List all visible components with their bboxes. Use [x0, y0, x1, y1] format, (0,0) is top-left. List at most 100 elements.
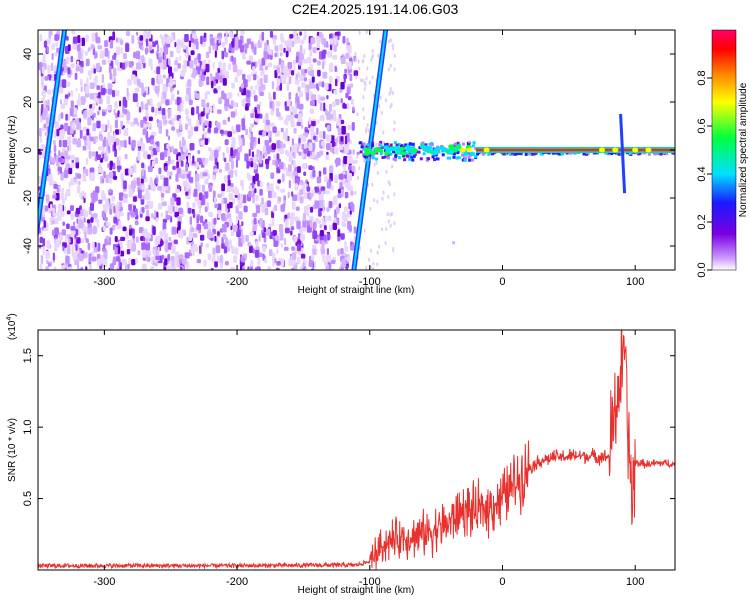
heatmap-noise-cell [321, 61, 325, 70]
heatmap-noise-cell [116, 165, 122, 170]
heatmap-noise-cell [42, 238, 46, 247]
heatmap-noise-cell [80, 78, 83, 87]
heatmap-signal-cell [363, 147, 370, 152]
heatmap-noise-cell [202, 157, 206, 163]
heatmap-noise-cell [294, 79, 300, 85]
heatmap-noise-cell [303, 148, 308, 154]
heatmap-noise-cell [354, 191, 357, 195]
heatmap-noise-cell [70, 63, 75, 69]
heatmap-noise-cell [118, 259, 121, 268]
heatmap-noise-cell [186, 87, 191, 94]
heatmap-signal-cell [385, 148, 392, 153]
heatmap-noise-cell [255, 205, 261, 214]
heatmap-noise-cell [204, 191, 209, 199]
heatmap-noise-cell [115, 46, 120, 56]
heatmap-noise-cell [167, 36, 172, 44]
heatmap-noise-cell [356, 154, 359, 159]
heatmap-noise-cell [362, 115, 365, 120]
heatmap-noise-cell [203, 259, 207, 267]
heatmap-noise-cell [329, 165, 334, 173]
heatmap-noise-cell [82, 135, 87, 140]
heatmap-noise-cell [123, 127, 129, 137]
heatmap-signal-cell [518, 151, 522, 155]
heatmap-noise-cell [51, 220, 55, 225]
heatmap-signal-cell [371, 153, 375, 157]
heatmap-signal-cell [653, 152, 657, 156]
heatmap-noise-cell [177, 221, 181, 230]
heatmap-noise-cell [128, 204, 132, 211]
heatmap-noise-cell [141, 45, 144, 51]
heatmap-noise-cell [267, 62, 273, 68]
snr-panel: -300 -200 -100 0 100 0.51.01.5 Height of str… [6, 313, 676, 596]
heatmap-signal-cell [502, 152, 506, 156]
heatmap-signal-cell [379, 141, 383, 144]
heatmap-noise-cell [253, 217, 257, 225]
heatmap-noise-cell [365, 265, 368, 270]
heatmap-noise-cell [309, 219, 312, 228]
heatmap-noise-cell [317, 119, 320, 124]
heatmap-noise-cell [235, 159, 238, 168]
heatmap-noise-cell [179, 55, 182, 61]
heatmap-noise-cell [298, 91, 303, 98]
heatmap-noise-cell [60, 87, 64, 94]
heatmap-noise-cell [209, 231, 214, 239]
heatmap-noise-cell [234, 41, 239, 51]
heatmap-noise-cell [75, 87, 78, 92]
heatmap-noise-cell [120, 120, 123, 128]
heatmap-noise-cell [317, 86, 320, 91]
heatmap-noise-cell [126, 249, 131, 255]
heatmap-noise-cell [248, 185, 252, 191]
heatmap-noise-cell [114, 236, 118, 243]
heatmap-noise-cell [54, 121, 59, 130]
heatmap-noise-cell [316, 41, 320, 49]
heatmap-noise-cell [321, 50, 326, 59]
heatmap-noise-cell [131, 35, 135, 44]
heatmap-noise-cell [177, 184, 181, 190]
heatmap-noise-cell [203, 131, 207, 139]
heatmap-noise-cell [39, 34, 43, 42]
heatmap-noise-cell [161, 114, 167, 120]
heatmap-noise-cell [250, 86, 253, 95]
heatmap-noise-cell [38, 128, 42, 137]
heatmap-signal-cell [617, 152, 621, 156]
heatmap-noise-cell [208, 59, 211, 65]
heatmap-noise-cell [89, 167, 95, 173]
heatmap-noise-cell [292, 160, 296, 168]
heatmap-noise-cell [70, 100, 74, 108]
heatmap-noise-cell [178, 230, 184, 239]
heatmap-noise-cell [64, 234, 67, 243]
heatmap-noise-cell [266, 186, 271, 192]
heatmap-noise-cell [275, 185, 279, 190]
heatmap-noise-cell [329, 225, 333, 232]
heatmap-noise-cell [355, 159, 358, 164]
heatmap-noise-cell [118, 192, 124, 201]
heatmap-noise-cell [195, 40, 199, 50]
heatmap-noise-cell [160, 78, 163, 85]
heatmap-noise-cell [343, 156, 348, 164]
heatmap-noise-cell [343, 206, 348, 212]
heatmap-noise-cell [129, 227, 133, 236]
heatmap-noise-cell [273, 191, 277, 199]
heatmap-noise-cell [263, 74, 268, 84]
heatmap-noise-cell [308, 260, 314, 268]
heatmap-noise-cell [258, 252, 263, 258]
heatmap-noise-cell [123, 193, 128, 199]
heatmap-noise-cell [59, 234, 63, 241]
heatmap-noise-cell [282, 143, 286, 149]
heatmap-signal-cell [471, 144, 475, 148]
x-tick-label: -300 [93, 576, 115, 588]
heatmap-noise-cell [321, 240, 325, 249]
heatmap-signal-cell [610, 152, 614, 155]
heatmap-noise-cell [279, 83, 282, 91]
heatmap-noise-cell [244, 153, 249, 162]
heatmap-noise-cell [268, 130, 272, 138]
heatmap-noise-cell [155, 177, 158, 185]
heatmap-noise-cell [389, 104, 392, 109]
heatmap-noise-cell [258, 85, 263, 92]
heatmap-noise-cell [250, 259, 254, 267]
heatmap-signal-cell [441, 153, 445, 157]
heatmap-noise-cell [379, 95, 382, 100]
heatmap-noise-cell [227, 179, 231, 187]
heatmap-noise-cell [177, 63, 181, 69]
heatmap-noise-cell [65, 113, 68, 121]
